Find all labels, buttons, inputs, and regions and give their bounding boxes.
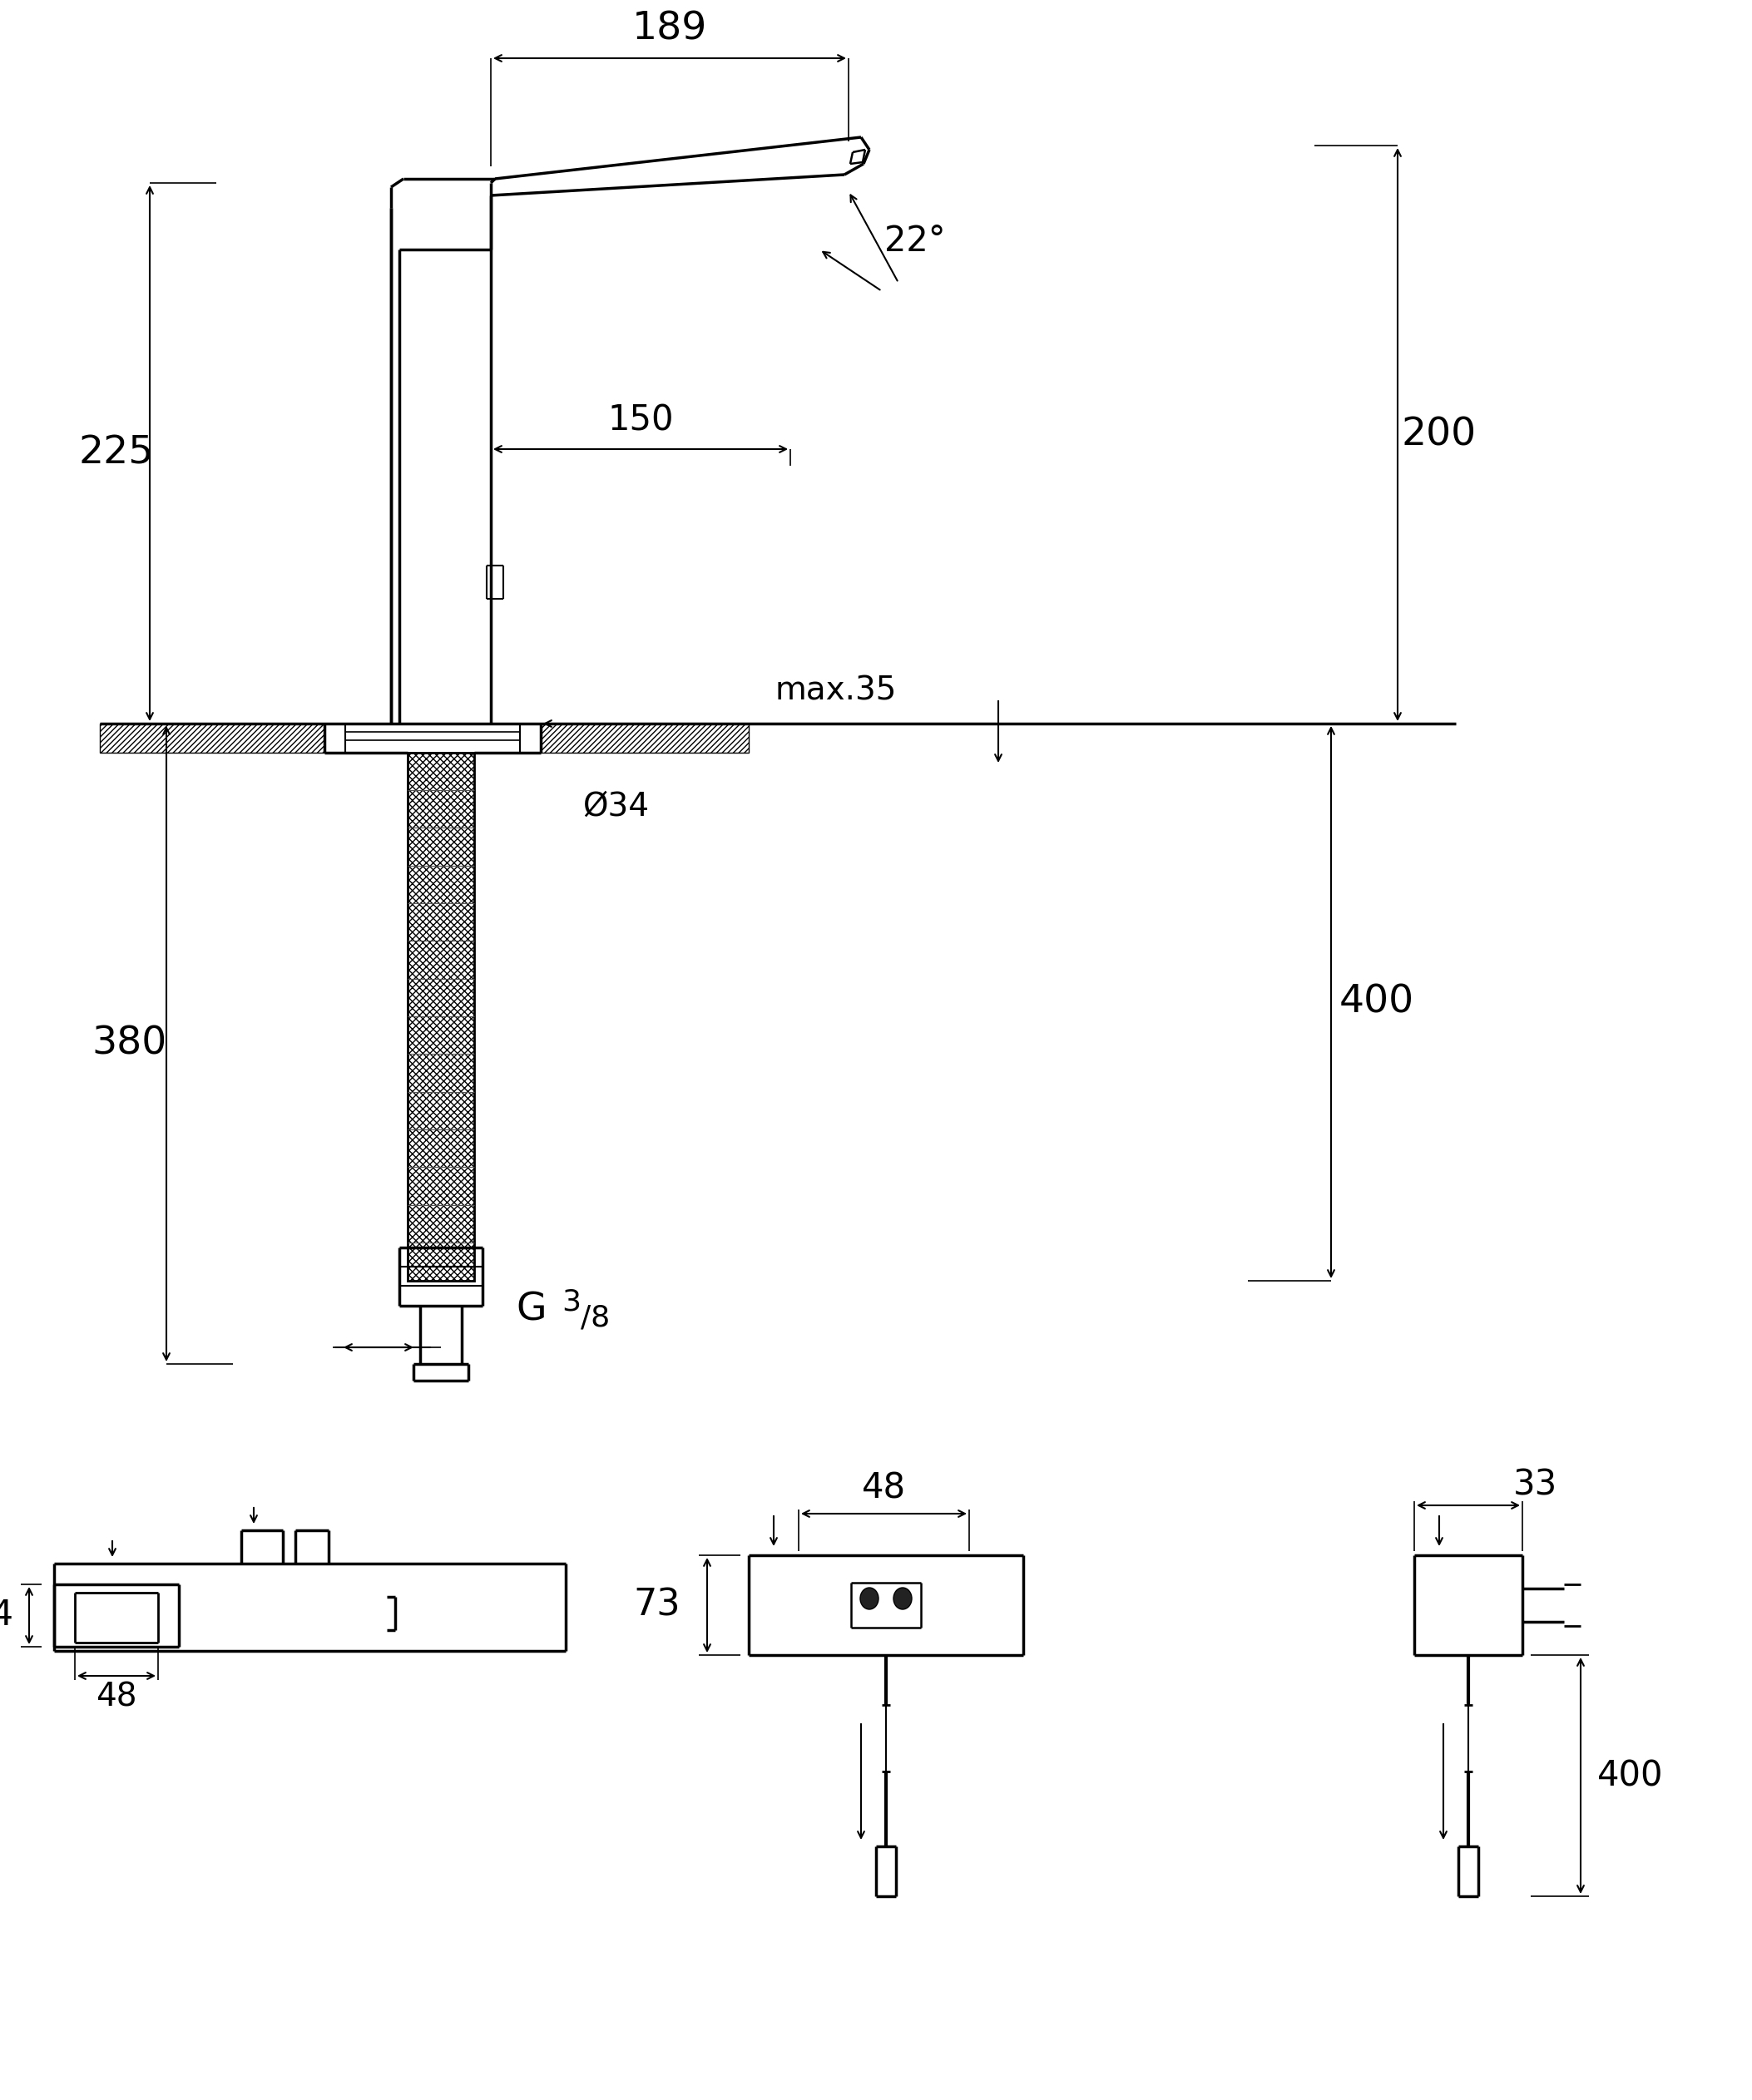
Ellipse shape xyxy=(894,1588,911,1609)
Text: G: G xyxy=(515,1292,547,1329)
Text: max.35: max.35 xyxy=(774,674,897,706)
Text: 22°: 22° xyxy=(885,225,946,258)
Text: 33: 33 xyxy=(1512,1468,1558,1502)
Text: 3: 3 xyxy=(562,1287,580,1317)
Text: 400: 400 xyxy=(1339,983,1414,1021)
Text: 48: 48 xyxy=(96,1680,137,1711)
Bar xyxy=(541,724,748,752)
Text: 200: 200 xyxy=(1402,416,1477,454)
Text: 48: 48 xyxy=(862,1472,906,1506)
Text: 64: 64 xyxy=(0,1598,14,1634)
Text: 189: 189 xyxy=(632,10,708,48)
Bar xyxy=(408,752,475,1281)
Text: 150: 150 xyxy=(608,403,673,437)
Text: 380: 380 xyxy=(91,1025,166,1063)
Text: 73: 73 xyxy=(634,1588,682,1623)
Text: 225: 225 xyxy=(79,435,154,472)
Text: Ø34: Ø34 xyxy=(582,792,648,823)
Text: /8: /8 xyxy=(580,1304,610,1331)
Text: 400: 400 xyxy=(1598,1758,1664,1793)
Bar xyxy=(100,724,324,752)
Ellipse shape xyxy=(860,1588,878,1609)
